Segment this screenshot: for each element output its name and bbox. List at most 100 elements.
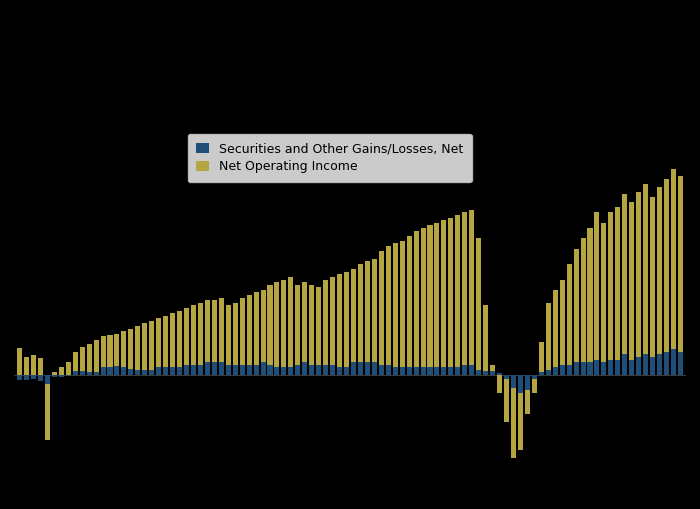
- Bar: [239, 298, 245, 375]
- Bar: [38, 358, 43, 375]
- Bar: [643, 354, 648, 375]
- Bar: [497, 375, 502, 393]
- Bar: [226, 365, 231, 375]
- Bar: [87, 344, 92, 375]
- Bar: [17, 375, 22, 380]
- Bar: [532, 375, 537, 379]
- Bar: [302, 282, 307, 375]
- Bar: [260, 362, 265, 375]
- Bar: [212, 362, 217, 375]
- Bar: [421, 228, 426, 375]
- Bar: [386, 246, 391, 375]
- Bar: [650, 197, 655, 375]
- Bar: [101, 367, 106, 375]
- Bar: [483, 305, 488, 375]
- Bar: [295, 365, 300, 375]
- Bar: [372, 259, 377, 375]
- Bar: [539, 342, 544, 375]
- Bar: [219, 298, 224, 375]
- Bar: [24, 357, 29, 375]
- Bar: [469, 365, 474, 375]
- Bar: [52, 375, 57, 377]
- Bar: [490, 365, 495, 375]
- Bar: [525, 375, 530, 414]
- Bar: [128, 369, 134, 375]
- Bar: [66, 362, 71, 375]
- Bar: [629, 202, 634, 375]
- Bar: [246, 365, 251, 375]
- Bar: [17, 348, 22, 375]
- Bar: [337, 274, 342, 375]
- Bar: [511, 375, 516, 388]
- Bar: [219, 362, 224, 375]
- Bar: [121, 367, 127, 375]
- Bar: [156, 318, 161, 375]
- Bar: [462, 365, 468, 375]
- Bar: [497, 373, 502, 375]
- Bar: [435, 367, 440, 375]
- Bar: [170, 367, 175, 375]
- Bar: [177, 310, 182, 375]
- Bar: [393, 243, 398, 375]
- Bar: [212, 300, 217, 375]
- Bar: [281, 367, 286, 375]
- Bar: [518, 375, 523, 393]
- Bar: [87, 373, 92, 375]
- Bar: [476, 238, 481, 375]
- Bar: [573, 248, 579, 375]
- Bar: [573, 362, 579, 375]
- Bar: [476, 370, 481, 375]
- Bar: [66, 375, 71, 376]
- Bar: [135, 370, 140, 375]
- Bar: [59, 375, 64, 377]
- Bar: [518, 375, 523, 450]
- Bar: [156, 367, 161, 375]
- Bar: [407, 236, 412, 375]
- Bar: [553, 367, 558, 375]
- Bar: [108, 367, 113, 375]
- Bar: [31, 375, 36, 379]
- Bar: [650, 357, 655, 375]
- Bar: [442, 220, 447, 375]
- Bar: [31, 355, 36, 375]
- Bar: [414, 367, 419, 375]
- Bar: [45, 375, 50, 440]
- Bar: [170, 313, 175, 375]
- Bar: [490, 371, 495, 375]
- Bar: [191, 365, 196, 375]
- Bar: [121, 331, 127, 375]
- Bar: [226, 305, 231, 375]
- Bar: [608, 359, 613, 375]
- Bar: [274, 367, 279, 375]
- Bar: [191, 305, 196, 375]
- Bar: [330, 277, 335, 375]
- Bar: [428, 225, 433, 375]
- Bar: [372, 362, 377, 375]
- Bar: [546, 370, 551, 375]
- Bar: [309, 285, 314, 375]
- Bar: [379, 251, 384, 375]
- Bar: [198, 365, 203, 375]
- Bar: [601, 362, 606, 375]
- Bar: [400, 367, 405, 375]
- Bar: [504, 375, 509, 379]
- Bar: [198, 303, 203, 375]
- Bar: [128, 329, 134, 375]
- Bar: [142, 370, 147, 375]
- Bar: [149, 321, 154, 375]
- Bar: [142, 323, 147, 375]
- Bar: [267, 285, 272, 375]
- Bar: [664, 179, 669, 375]
- Bar: [566, 264, 572, 375]
- Bar: [511, 375, 516, 458]
- Bar: [184, 365, 189, 375]
- Bar: [281, 279, 286, 375]
- Bar: [337, 367, 342, 375]
- Bar: [615, 359, 620, 375]
- Bar: [622, 194, 627, 375]
- Bar: [163, 367, 168, 375]
- Bar: [365, 262, 370, 375]
- Bar: [288, 277, 293, 375]
- Bar: [469, 210, 474, 375]
- Bar: [101, 336, 106, 375]
